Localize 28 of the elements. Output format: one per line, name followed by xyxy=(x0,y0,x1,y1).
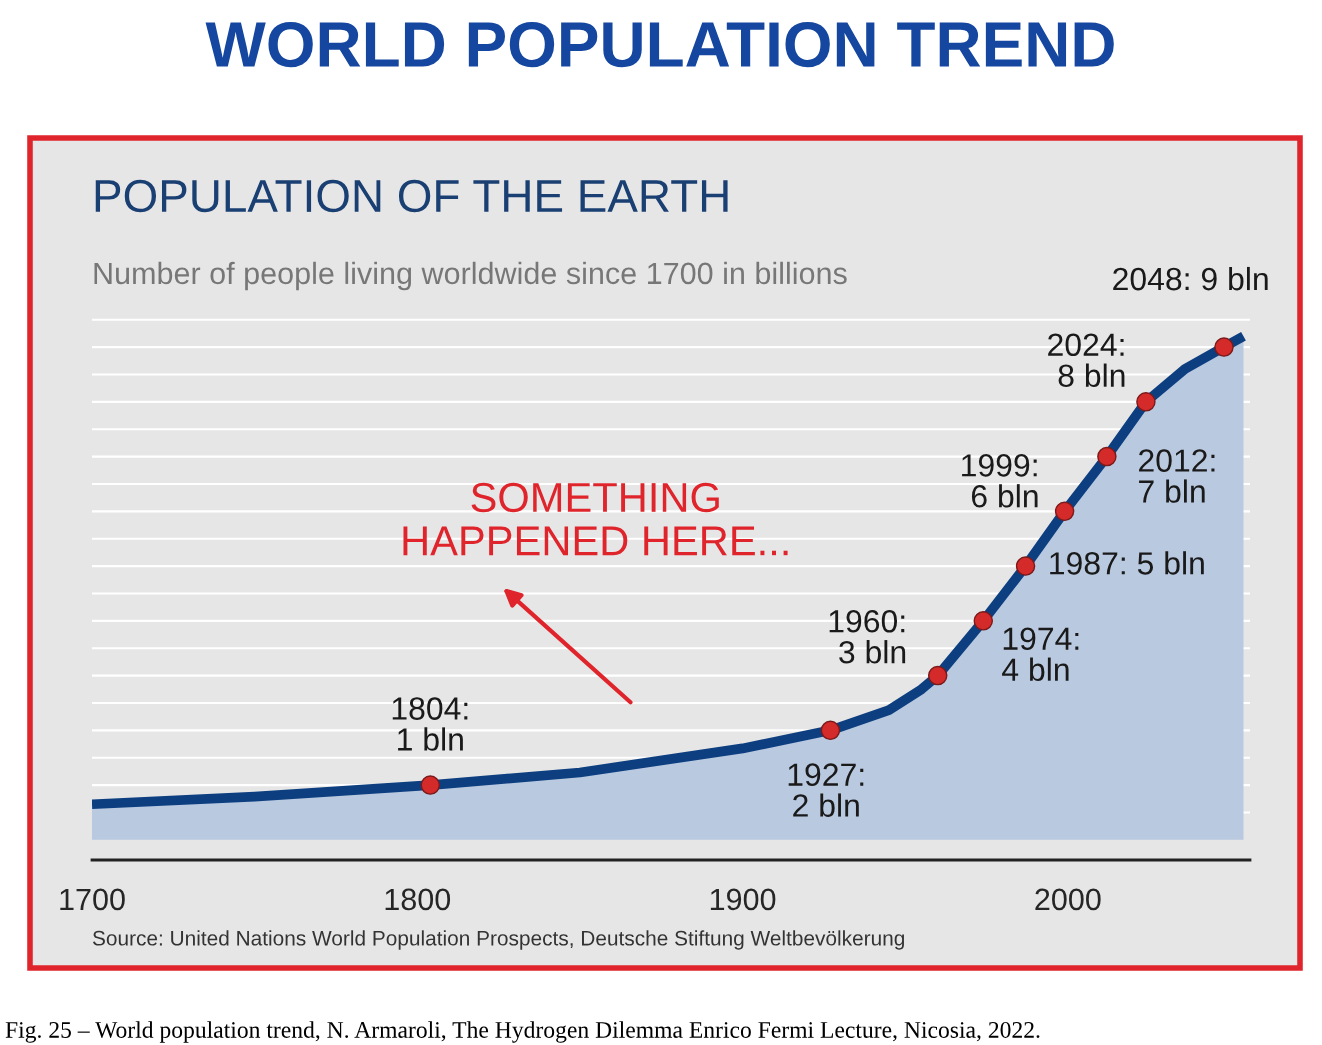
x-tick-label: 1700 xyxy=(60,888,125,911)
point xyxy=(1136,392,1156,412)
point xyxy=(1015,556,1036,576)
data-label: 1999: 6 bln xyxy=(962,454,1038,508)
x-tick-label: 2000 xyxy=(1035,888,1101,911)
data-label: 1987: 5 bln xyxy=(1050,551,1204,575)
point xyxy=(1214,337,1234,357)
data-label: 1960: 3 bln xyxy=(829,609,906,664)
caption: Fig. 25 – World population trend, N. Armaroli, The Hydrogen Dilemma Enrico Fermi Lecture, Nicosia, 2022. xyxy=(5,1021,1040,1043)
point xyxy=(1097,446,1117,467)
data-label: 2024: 8 bln xyxy=(1048,333,1125,387)
source-note: Source: United Nations World Population Prospects, Deutsche Stiftung Weltbevölkerung xyxy=(92,930,905,950)
x-tick-label: 1900 xyxy=(710,888,776,911)
chart-title: WORLD POPULATION TREND xyxy=(205,21,1114,68)
data-label: 2048: 9 bln xyxy=(1113,266,1268,291)
point xyxy=(973,611,994,631)
data-label: 1927: 2 bln xyxy=(788,763,864,817)
data-label: 2012: 7 bln xyxy=(1139,449,1215,503)
data-label: 1974: 4 bln xyxy=(1002,627,1079,681)
x-tick-label: 1800 xyxy=(385,888,451,911)
chart-subtitle: POPULATION OF THE EARTH xyxy=(95,179,728,213)
point xyxy=(927,665,948,686)
point xyxy=(420,775,441,795)
y-axis-title: Number of people living worldwide since 1700 in billions xyxy=(94,261,847,291)
annotation: SOMETHING HAPPENED HERE... xyxy=(403,482,788,556)
data-label: 1804: 1 bln xyxy=(392,697,468,751)
point xyxy=(820,720,841,741)
point xyxy=(1054,501,1075,522)
